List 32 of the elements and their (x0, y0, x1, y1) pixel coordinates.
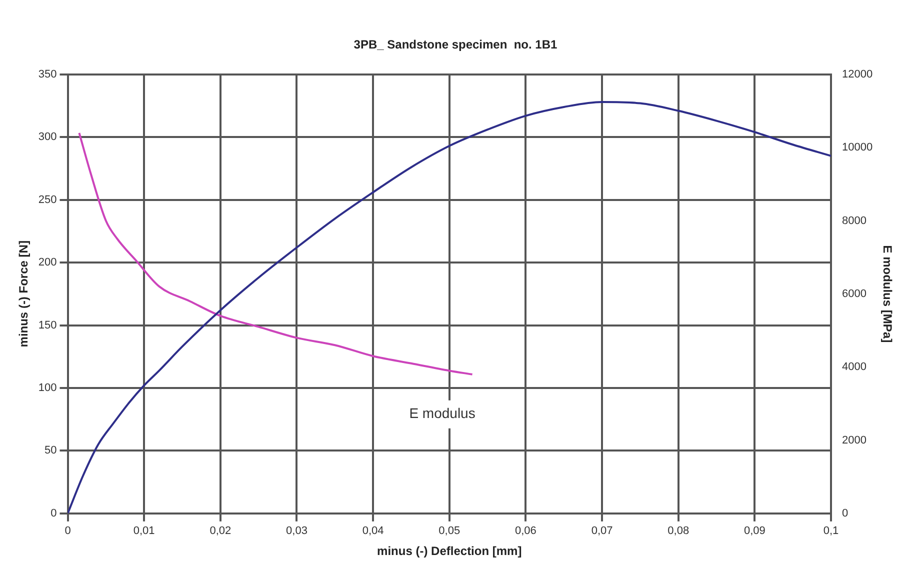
x-tick-label: 0,05 (438, 525, 460, 538)
x-tick-label: 0,1 (823, 525, 839, 538)
y2-tick-label: 0 (842, 507, 848, 520)
x-tick-label: 0,02 (210, 525, 232, 538)
y2-tick-label: 6000 (842, 288, 866, 300)
x-tick-label: 0,01 (133, 525, 155, 538)
y-tick-label: 150 (38, 319, 57, 332)
x-tick-label: 0,04 (362, 525, 384, 538)
x-tick-label: 0,08 (668, 525, 690, 538)
chart-title: 3PB_ Sandstone specimen no. 1B1 (354, 38, 558, 52)
x-tick-label: 0,03 (286, 525, 308, 538)
x-tick-label: 0 (64, 525, 71, 538)
y2-tick-label: 12000 (842, 68, 873, 80)
y-tick-label: 0 (50, 507, 57, 520)
y-axis-title: minus (-) Force [N] (16, 240, 31, 348)
y-tick-label: 200 (38, 256, 57, 269)
y2-tick-label: 2000 (842, 434, 866, 446)
y-tick-label: 250 (38, 194, 57, 206)
line-series (78, 132, 474, 376)
y2-tick-label: 4000 (842, 361, 866, 374)
y2-tick-label: 10000 (842, 142, 873, 154)
text: E modulus (409, 405, 476, 422)
y-tick-label: 300 (38, 131, 57, 144)
y-tick-label: 50 (44, 444, 57, 457)
x-tick-label: 0,06 (514, 525, 536, 538)
y2-axis-title: E modulus [MPa] (880, 245, 894, 343)
x-tick-label: 0,07 (591, 525, 613, 538)
y2-tick-label: 8000 (842, 214, 866, 227)
y-tick-label: 350 (38, 68, 57, 80)
y-tick-label: 100 (38, 382, 57, 394)
x-tick-label: 0,09 (744, 525, 766, 538)
x-axis-title: minus (-) Deflection [mm] (377, 544, 522, 558)
